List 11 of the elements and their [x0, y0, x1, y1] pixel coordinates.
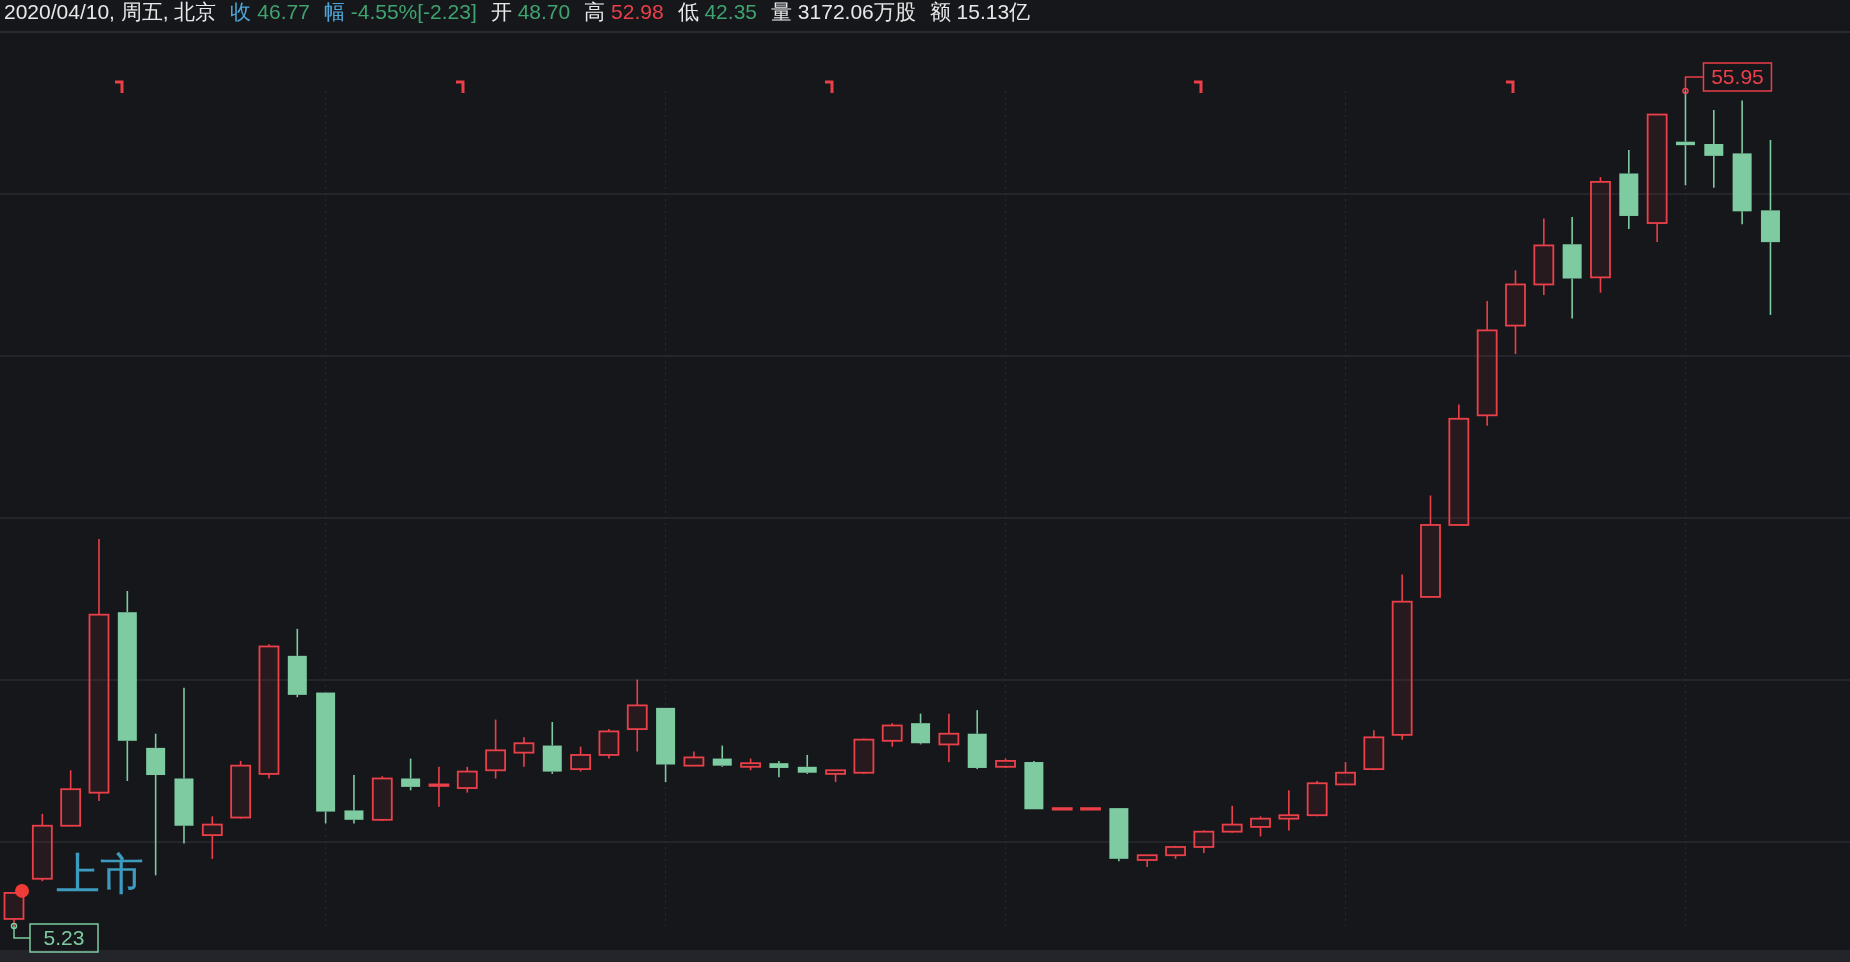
text: 幅 -4.55%[-2.23] [323, 0, 477, 23]
annotation: 5.23 [43, 926, 85, 949]
chart-title: 2020/04/10, 周五, 北京 [4, 0, 217, 23]
annotation: 上市 [56, 848, 145, 898]
text: 高 52.98 [584, 0, 664, 23]
text: 低 42.35 [677, 0, 757, 23]
text: 额 15.13亿 [929, 0, 1031, 23]
text: 收 46.77 [230, 0, 310, 23]
text: 量 3172.06万股 [771, 0, 916, 23]
text: 开 48.70 [490, 0, 571, 23]
text: 55.95 [1711, 65, 1764, 88]
